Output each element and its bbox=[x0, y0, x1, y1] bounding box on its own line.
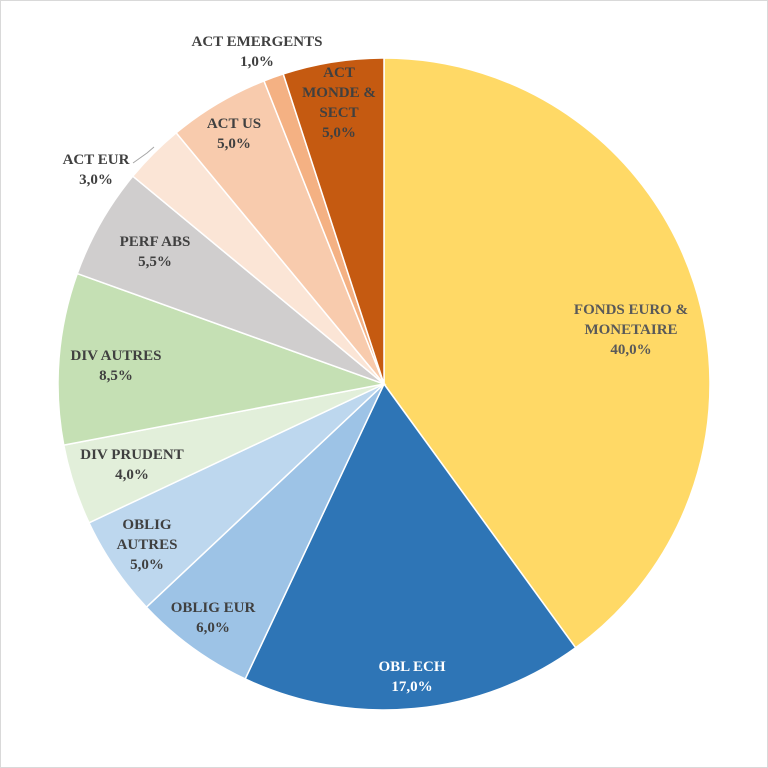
pie-slices bbox=[57, 57, 711, 711]
slice-name: ACT US bbox=[207, 116, 261, 132]
slice-label-0: FONDS EURO & MONETAIRE 40,0% bbox=[574, 302, 688, 358]
slice-label-6: PERF ABS 5,5% bbox=[120, 234, 191, 270]
slice-name: OBL ECH bbox=[378, 659, 445, 675]
slice-percent: 17,0% bbox=[391, 679, 432, 695]
slice-percent: 5,5% bbox=[138, 254, 172, 270]
slice-percent: 40,0% bbox=[610, 342, 651, 358]
slice-name: AUTRES bbox=[117, 537, 178, 553]
slice-name: FONDS EURO & bbox=[574, 302, 688, 318]
slice-percent: 3,0% bbox=[79, 172, 113, 188]
slice-name: ACT EMERGENTS bbox=[191, 34, 322, 50]
slice-percent: 5,0% bbox=[322, 125, 356, 141]
slice-name: ACT bbox=[323, 65, 355, 81]
slice-percent: 8,5% bbox=[99, 368, 133, 384]
slice-label-2: OBLIG EUR 6,0% bbox=[171, 600, 256, 636]
pie-slice-10 bbox=[282, 57, 385, 385]
slice-percent: 5,0% bbox=[217, 136, 251, 152]
leader-line-act-eur bbox=[132, 146, 155, 164]
leader-lines bbox=[132, 146, 155, 164]
slice-label-5: DIV AUTRES 8,5% bbox=[70, 348, 161, 384]
slice-name: DIV PRUDENT bbox=[80, 447, 183, 463]
slice-label-3: OBLIG AUTRES 5,0% bbox=[117, 517, 178, 573]
slice-label-4: DIV PRUDENT 4,0% bbox=[80, 447, 183, 483]
pie-slice-1 bbox=[244, 382, 577, 711]
slice-name: MONDE & bbox=[302, 85, 376, 101]
slice-percent: 5,0% bbox=[130, 557, 164, 573]
slice-name: DIV AUTRES bbox=[70, 348, 161, 364]
slice-label-10: ACT MONDE & SECT 5,0% bbox=[302, 65, 376, 141]
slice-name: OBLIG bbox=[122, 517, 172, 533]
pie-slice-0 bbox=[383, 57, 711, 649]
slice-name: ACT EUR bbox=[63, 152, 130, 168]
slice-name: PERF ABS bbox=[120, 234, 191, 250]
slice-name: OBLIG EUR bbox=[171, 600, 256, 616]
slice-percent: 4,0% bbox=[115, 467, 149, 483]
pie-slice-5 bbox=[57, 272, 387, 446]
slice-label-1: OBL ECH 17,0% bbox=[378, 659, 445, 695]
slice-name: MONETAIRE bbox=[584, 322, 677, 338]
slice-percent: 1,0% bbox=[240, 54, 274, 70]
slice-labels: FONDS EURO & MONETAIRE 40,0%OBL ECH 17,0%OB… bbox=[63, 34, 689, 695]
slice-percent: 6,0% bbox=[196, 620, 230, 636]
slice-label-8: ACT US 5,0% bbox=[207, 116, 261, 152]
slice-name: SECT bbox=[319, 105, 358, 121]
pie-slice-2 bbox=[145, 383, 385, 680]
slice-label-9: ACT EMERGENTS 1,0% bbox=[191, 34, 322, 70]
slice-label-7: ACT EUR 3,0% bbox=[63, 152, 130, 188]
